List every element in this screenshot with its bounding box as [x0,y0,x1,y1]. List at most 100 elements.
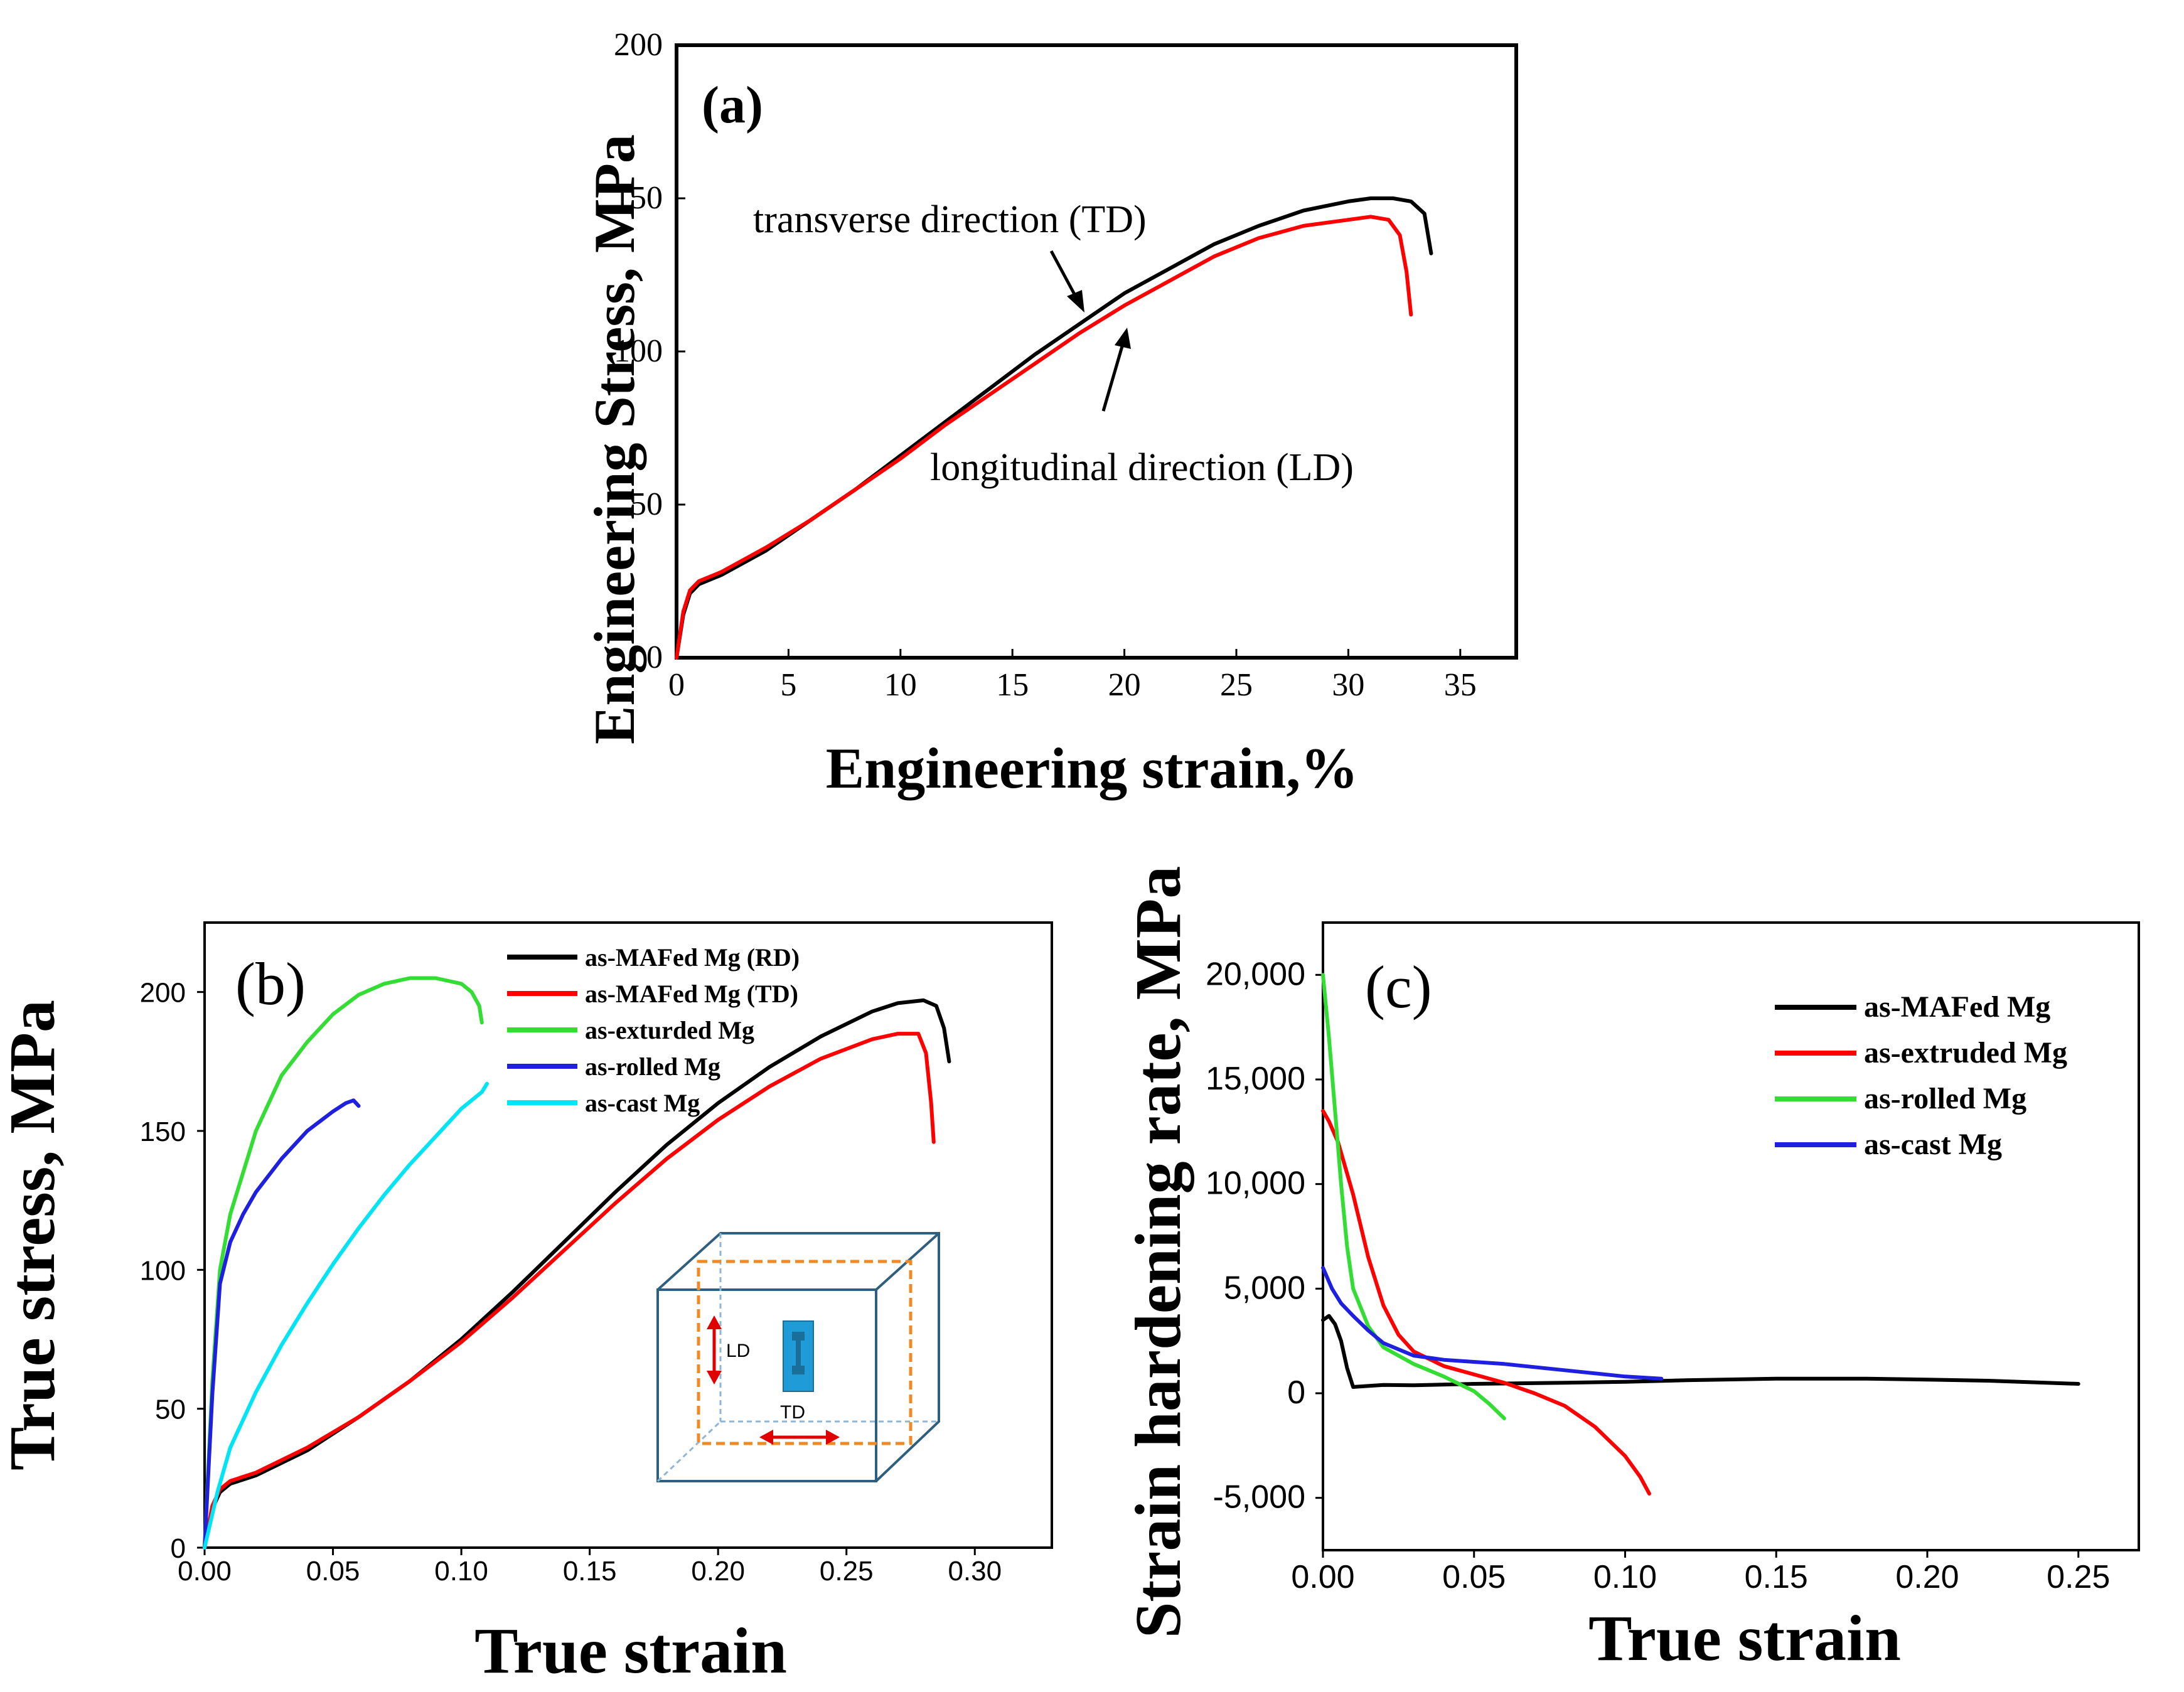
x-tick-label: 0.25 [820,1556,874,1587]
series-line-3 [1321,973,1506,1420]
x-tick-label: 35 [1444,667,1477,703]
legend-label: as-MAFed Mg [1864,990,2050,1024]
x-tick-label: 0.15 [1745,1559,1808,1595]
y-tick-label: 100 [140,1255,186,1286]
y-tick-label: 200 [614,27,663,63]
annotation-td-arrow [1049,250,1084,313]
legend-label: as-cast Mg [585,1089,700,1117]
x-tick-label: 0.15 [563,1556,617,1587]
x-tick-label: 20 [1108,667,1141,703]
dogbone-specimen [783,1320,814,1392]
cube-hidden-edge [656,1420,722,1482]
legend-label: as-cast Mg [1864,1128,2002,1161]
x-tick-label: 0.20 [691,1556,745,1587]
series-line-1 [675,196,1433,660]
annotation-ld-arrow [1101,328,1131,412]
y-tick-label: 150 [614,180,663,216]
panel-b-legend: as-MAFed Mg (RD) as-MAFed Mg (TD) as-ext… [507,943,800,1117]
series-line-1 [1321,1314,2080,1389]
ld-arrow [707,1315,722,1384]
panel-b-frame [203,921,1053,1549]
sample-plane [697,1260,913,1445]
x-tick-label: 0.10 [1593,1559,1657,1595]
panel-c-series [1321,973,2080,1496]
panel-a-xlabel: Engineering strain,% [826,736,1358,800]
legend-item: as-rolled Mg [1775,1082,2026,1115]
series-line-2 [675,215,1413,660]
x-tick-label: 0.30 [948,1556,1002,1587]
panel-c: 0.00 0.05 0.10 0.15 0.20 0.25 -5,000 0 5,000 10,0… [1122,866,2140,1674]
legend-item: as-rolled Mg [507,1052,720,1081]
annotation-td: transverse direction (TD) [753,198,1147,241]
legend-item: as-exturded Mg [507,1016,754,1044]
ld-label: LD [726,1341,750,1361]
panel-a-series [675,196,1433,660]
legend-item: as-MAFed Mg (RD) [507,943,800,972]
legend-label: as-rolled Mg [1864,1082,2026,1115]
y-tick-label: -5,000 [1213,1479,1305,1516]
panel-c-frame [1322,921,2140,1551]
x-tick-label: 0.10 [434,1556,488,1587]
panel-a-ylabel: Engineering Stress, MPa [582,134,646,744]
panel-b-series [203,976,951,1550]
legend-label: as-extruded Mg [1864,1036,2067,1069]
panel-c-xlabel: True strain [1588,1602,1901,1674]
panel-a-ticks: 0 5 10 15 20 25 30 35 0 50 100 150 200 [614,27,1477,703]
legend-label: as-MAFed Mg (TD) [585,980,798,1008]
legend-item: as-cast Mg [1775,1128,2002,1161]
panel-b-label: (b) [235,950,306,1017]
x-tick-label: 0.20 [1895,1559,1959,1595]
legend-label: as-exturded Mg [585,1016,754,1044]
series-line-5 [203,1081,489,1550]
legend-item: as-cast Mg [507,1089,700,1117]
panel-c-legend: as-MAFed Mg as-extruded Mg as-rolled Mg … [1775,990,2067,1161]
legend-item: as-MAFed Mg [1775,990,2050,1024]
y-tick-label: 200 [140,978,186,1009]
x-tick-label: 15 [996,667,1029,703]
annotation-ld: longitudinal direction (LD) [930,446,1354,489]
x-tick-label: 25 [1220,667,1253,703]
inset-cube-diagram: LD TD [656,1232,940,1482]
panel-c-ylabel: Strain hardening rate, MPa [1122,866,1194,1639]
panel-c-label: (c) [1365,953,1432,1020]
series-line-2 [203,1032,936,1550]
legend-label: as-rolled Mg [585,1052,720,1081]
legend-item: as-MAFed Mg (TD) [507,980,798,1008]
x-tick-label: 0.00 [1291,1559,1354,1595]
series-line-3 [203,976,484,1550]
panel-b: 0.00 0.05 0.10 0.15 0.20 0.25 0.30 0 50 100 150 200… [0,921,1053,1687]
panel-b-ylabel: True stress, MPa [0,1000,68,1470]
x-tick-label: 10 [884,667,917,703]
panel-b-xlabel: True strain [474,1615,787,1687]
y-tick-label: 150 [140,1116,186,1147]
series-line-4 [1321,1266,1664,1381]
x-tick-label: 30 [1332,667,1364,703]
x-tick-label: 0.25 [2047,1559,2110,1595]
y-tick-label: 5,000 [1224,1270,1305,1306]
cube-front-face [656,1288,877,1482]
series-line-1 [203,998,951,1550]
panel-a: 0 5 10 15 20 25 30 35 0 50 100 150 200 (a) transvers… [582,27,1518,800]
y-tick-label: 100 [614,333,663,369]
x-tick-label: 5 [780,667,796,703]
y-tick-label: 10,000 [1206,1165,1305,1202]
panel-b-ticks: 0.00 0.05 0.10 0.15 0.20 0.25 0.30 0 50 100 150 200 [140,978,1002,1587]
x-tick-label: 0.00 [178,1556,232,1587]
legend-item: as-extruded Mg [1775,1036,2067,1069]
y-tick-label: 50 [630,486,663,522]
x-tick-label: 0 [668,667,685,703]
td-label: TD [780,1402,805,1423]
x-tick-label: 0.05 [1442,1559,1506,1595]
panel-c-ticks: 0.00 0.05 0.10 0.15 0.20 0.25 -5,000 0 5,000 10,0… [1206,956,2110,1595]
panel-a-frame [675,43,1518,660]
series-line-2 [1321,1109,1651,1496]
y-tick-label: 0 [171,1533,186,1564]
y-tick-label: 20,000 [1206,956,1305,992]
legend-label: as-MAFed Mg (RD) [585,943,800,972]
td-arrow [759,1430,840,1445]
y-tick-label: 50 [155,1395,186,1425]
x-tick-label: 0.05 [306,1556,360,1587]
y-tick-label: 15,000 [1206,1061,1305,1097]
